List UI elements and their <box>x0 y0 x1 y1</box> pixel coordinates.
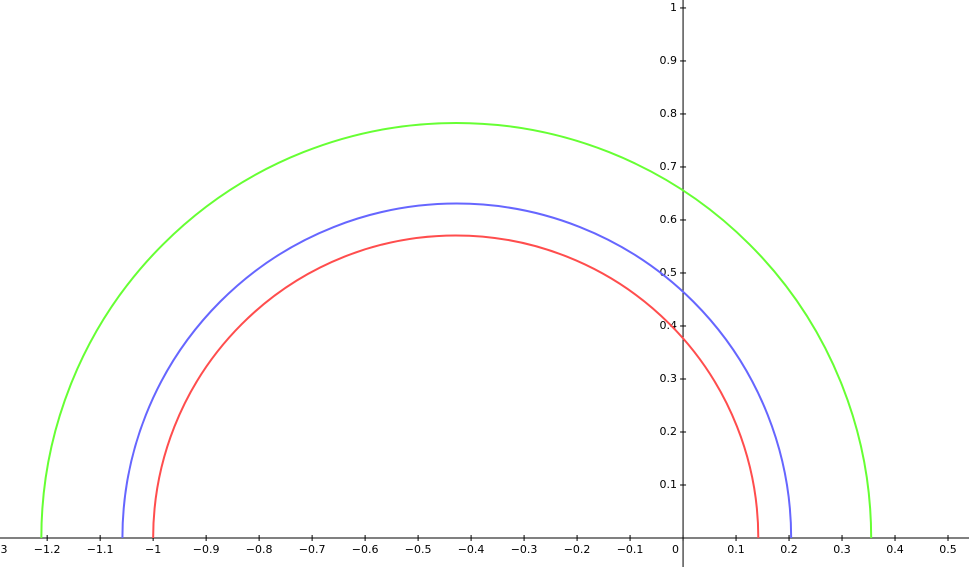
x-tick-label: 0.1 <box>727 543 745 556</box>
y-tick-label: 0.6 <box>660 213 678 226</box>
y-tick-label: 0.8 <box>660 107 678 120</box>
x-tick-label: −0.1 <box>617 543 644 556</box>
y-tick-label: 0.4 <box>660 319 678 332</box>
x-tick-label: −0.4 <box>458 543 485 556</box>
semicircle <box>121 202 793 539</box>
x-tick-label: −1.3 <box>0 543 8 556</box>
y-tick-label: 1 <box>670 1 677 14</box>
x-tick-label: 0.4 <box>886 543 904 556</box>
x-tick-label: 0.3 <box>833 543 851 556</box>
y-tick-label: 0.7 <box>660 160 678 173</box>
y-tick-label: 0.5 <box>660 266 678 279</box>
x-tick-label: −0.8 <box>246 543 273 556</box>
x-tick-label: −1.2 <box>34 543 61 556</box>
x-tick-label: −1 <box>145 543 161 556</box>
x-tick-label: 0.5 <box>939 543 957 556</box>
x-tick-label: −0.9 <box>193 543 220 556</box>
x-tick-label: −1.1 <box>87 543 114 556</box>
x-tick-label: −0.3 <box>511 543 538 556</box>
x-tick-label: 0.2 <box>780 543 798 556</box>
x-tick-label: −0.7 <box>299 543 326 556</box>
y-tick-label: 0.9 <box>660 54 678 67</box>
y-tick-label: 0.3 <box>660 372 678 385</box>
x-tick-label: −0.6 <box>352 543 379 556</box>
x-tick-label: −0.5 <box>405 543 432 556</box>
semicircle <box>152 234 760 539</box>
x-tick-label: −0.2 <box>564 543 591 556</box>
x-tick-label: 0 <box>672 543 679 556</box>
semicircle <box>40 122 873 539</box>
y-tick-label: 0.1 <box>660 478 678 491</box>
y-tick-label: 0.2 <box>660 425 678 438</box>
